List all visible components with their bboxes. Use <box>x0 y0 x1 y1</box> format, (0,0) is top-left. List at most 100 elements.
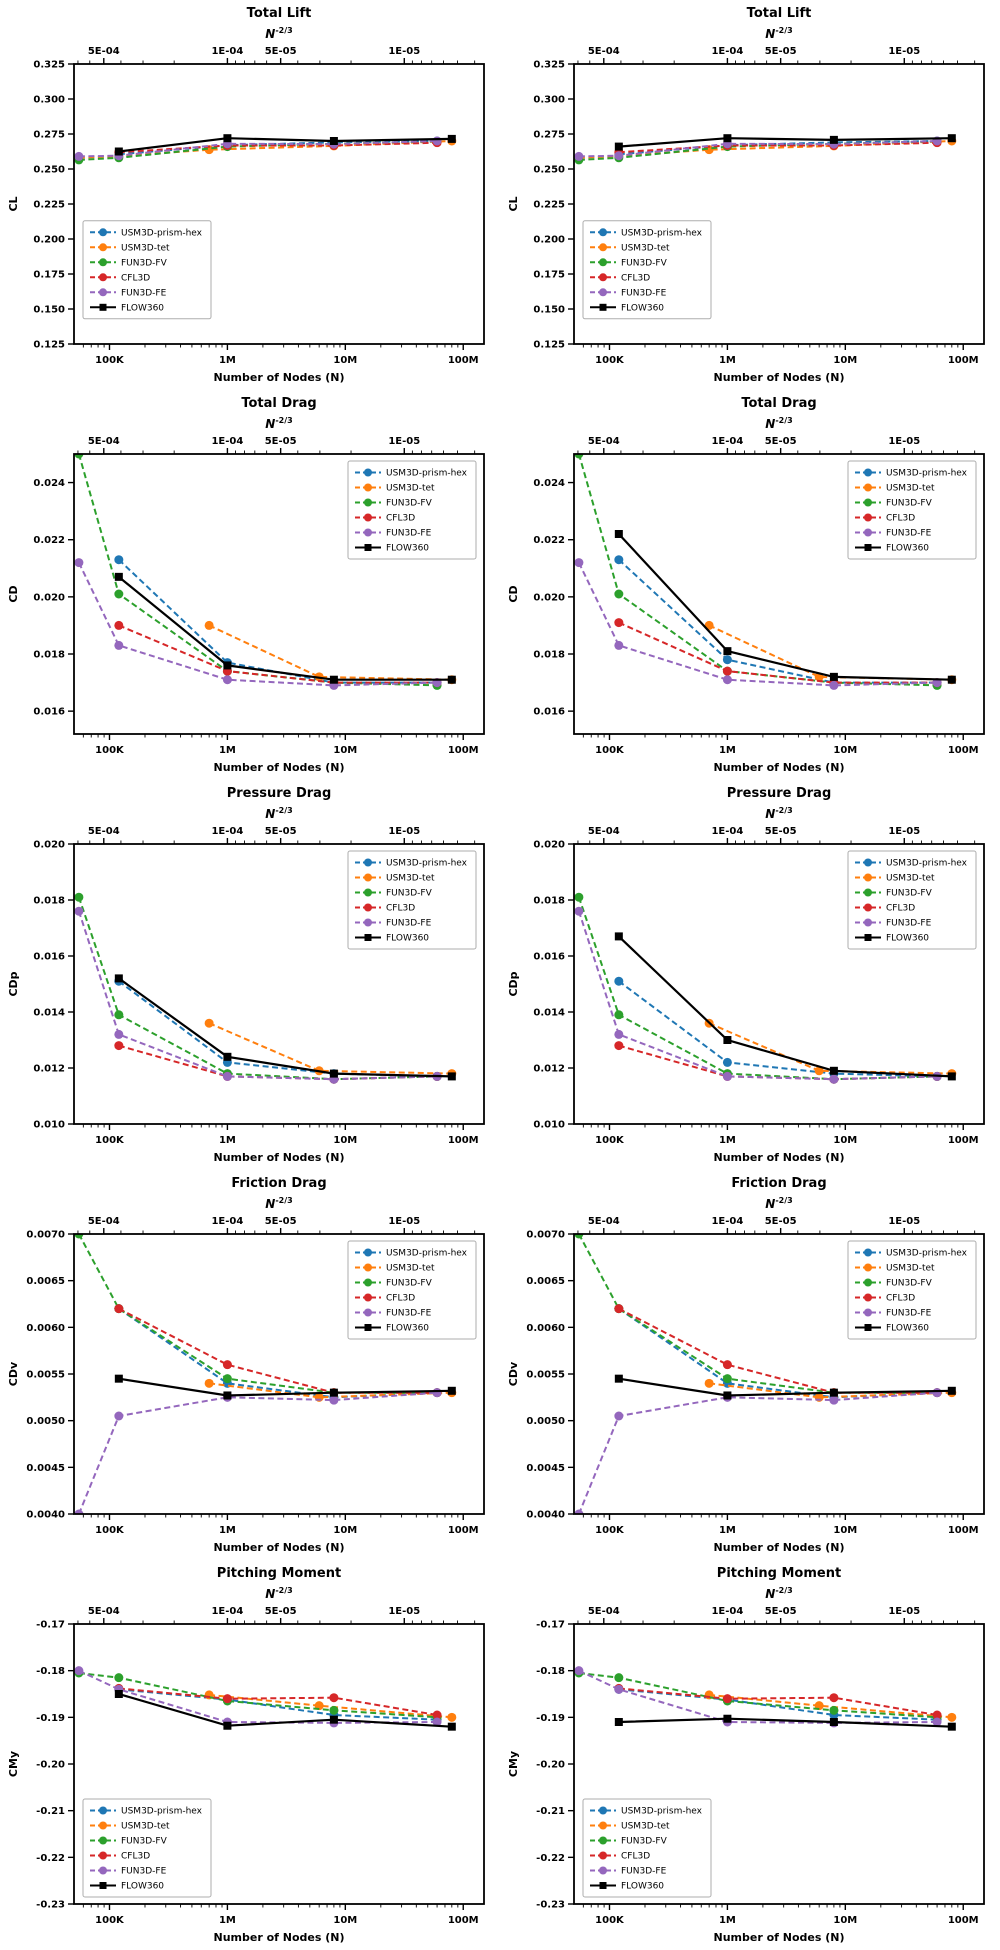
series-FUN3D-FV <box>74 1668 442 1722</box>
legend: USM3D-prism-hex USM3D-tet FUN3D-FV CFL3D FUN… <box>82 220 212 320</box>
x-tick-label: 100M <box>448 1525 479 1536</box>
marker-circle <box>114 589 124 599</box>
series-FUN3D-FE <box>574 558 942 690</box>
top-axis-label: N-2/3 <box>765 806 792 821</box>
legend: USM3D-prism-hex USM3D-tet FUN3D-FV CFL3D FUN… <box>347 460 477 560</box>
marker-circle <box>722 675 732 685</box>
marker-circle <box>329 1693 339 1703</box>
top-tick-label: 1E-05 <box>388 436 420 447</box>
y-tick-label: 0.016 <box>533 707 565 718</box>
legend-label: CFL3D <box>886 514 915 524</box>
series-FLOW360 <box>114 974 456 1081</box>
chart-title: Total Drag <box>741 396 816 411</box>
legend-label: USM3D-prism-hex <box>121 1807 203 1817</box>
y-tick-label: 0.020 <box>33 840 65 851</box>
series-FLOW360 <box>614 530 956 684</box>
series-FLOW360 <box>614 932 956 1081</box>
top-tick-label: 5E-05 <box>265 46 297 57</box>
y-tick-label: 0.014 <box>533 1008 565 1019</box>
x-tick-label: 1M <box>219 355 236 366</box>
marker-circle <box>114 555 124 565</box>
marker-square <box>829 1718 838 1726</box>
chart-cell-2: 100K 1M 10M 100M 5E-04 1E-04 5E-05 1E-05 0.016 0.… <box>0 390 500 780</box>
legend-label: FLOW360 <box>621 303 664 313</box>
x-tick-label: 10M <box>333 1135 357 1146</box>
chart-cell-0: 100K 1M 10M 100M 5E-04 1E-04 5E-05 1E-05 0.125 0.… <box>0 0 500 390</box>
tick-marks <box>568 1228 976 1520</box>
marker-circle <box>574 1234 584 1239</box>
marker-circle <box>222 1360 232 1370</box>
legend-label: FUN3D-FE <box>121 1867 167 1877</box>
chart-title: Pitching Moment <box>717 1566 841 1581</box>
marker-square <box>723 1714 732 1723</box>
marker-circle <box>432 1388 442 1398</box>
y-tick-label: -0.22 <box>36 1853 65 1864</box>
legend-label: FLOW360 <box>386 934 429 944</box>
x-tick-label: 1M <box>219 1135 236 1146</box>
legend-label: FUN3D-FE <box>386 529 432 539</box>
legend-label: USM3D-prism-hex <box>886 859 968 869</box>
legend-label: FUN3D-FV <box>621 1837 668 1847</box>
x-tick-label: 100K <box>95 745 125 756</box>
marker-square <box>447 675 456 684</box>
chart-title: Total Lift <box>247 6 312 21</box>
marker-circle <box>114 1411 124 1421</box>
x-tick-label: 1M <box>219 1525 236 1536</box>
y-tick-label: 0.018 <box>33 650 65 661</box>
y-tick-label: 0.0060 <box>526 1323 565 1334</box>
legend-label: CFL3D <box>621 273 650 283</box>
marker-circle <box>574 454 584 459</box>
series-FLOW360 <box>614 1374 956 1400</box>
legend-label: CFL3D <box>886 1294 915 1304</box>
legend-label: CFL3D <box>386 1294 415 1304</box>
marker-square <box>723 1391 732 1400</box>
top-tick-label: 5E-04 <box>88 436 120 447</box>
legend-label: FUN3D-FV <box>886 499 933 509</box>
legend-label: FUN3D-FV <box>621 258 668 268</box>
chart-pressure-drag-5: 100K 1M 10M 100M 5E-04 1E-04 5E-05 1E-05 0.010 0.… <box>507 786 985 1164</box>
y-tick-label: 0.014 <box>33 1008 65 1019</box>
x-tick-label: 1M <box>219 1915 236 1926</box>
y-tick-label: 0.0065 <box>26 1276 65 1287</box>
y-tick-label: 0.300 <box>33 95 65 106</box>
marker-circle <box>74 892 84 902</box>
top-axis-label: N-2/3 <box>765 416 792 431</box>
marker-square <box>614 142 623 151</box>
top-tick-label: 5E-04 <box>588 1216 620 1227</box>
marker-circle <box>614 976 624 986</box>
marker-circle <box>932 1717 942 1727</box>
marker-circle <box>222 1071 232 1081</box>
marker-circle <box>574 892 584 902</box>
x-axis-label: Number of Nodes (N) <box>714 371 845 384</box>
legend-label: FUN3D-FE <box>886 919 932 929</box>
legend-label: FUN3D-FE <box>121 288 167 298</box>
y-tick-label: 0.125 <box>533 340 565 351</box>
series-USM3D-tet <box>704 1690 957 1722</box>
y-tick-label: -0.20 <box>536 1760 565 1771</box>
y-axis-label: CD <box>507 585 520 602</box>
top-tick-label: 5E-05 <box>765 1606 797 1617</box>
y-axis-label: CDp <box>7 971 20 996</box>
y-tick-label: 0.175 <box>533 270 565 281</box>
legend: USM3D-prism-hex USM3D-tet FUN3D-FV CFL3D FUN… <box>347 1240 477 1340</box>
x-tick-label: 10M <box>833 1135 857 1146</box>
y-tick-label: 0.175 <box>33 270 65 281</box>
marker-square <box>447 1072 456 1081</box>
marker-square <box>223 1721 232 1730</box>
y-axis-label: CDp <box>507 971 520 996</box>
marker-circle <box>814 1066 824 1076</box>
y-tick-label: -0.18 <box>36 1666 65 1677</box>
y-tick-label: 0.012 <box>533 1064 565 1075</box>
x-axis-label: Number of Nodes (N) <box>214 1151 345 1164</box>
y-tick-label: -0.23 <box>36 1900 65 1911</box>
chart-total-lift-0: 100K 1M 10M 100M 5E-04 1E-04 5E-05 1E-05 0.125 0.… <box>7 6 485 384</box>
series-USM3D-tet <box>204 620 457 685</box>
y-axis-label: CL <box>7 196 20 211</box>
marker-square <box>614 1718 623 1726</box>
y-tick-label: -0.21 <box>536 1806 565 1817</box>
y-axis-label: CMy <box>507 1751 520 1777</box>
plot-frame <box>73 843 485 1125</box>
y-tick-label: 0.325 <box>33 60 65 71</box>
marker-circle <box>114 1010 124 1020</box>
legend-label: USM3D-tet <box>386 874 435 884</box>
